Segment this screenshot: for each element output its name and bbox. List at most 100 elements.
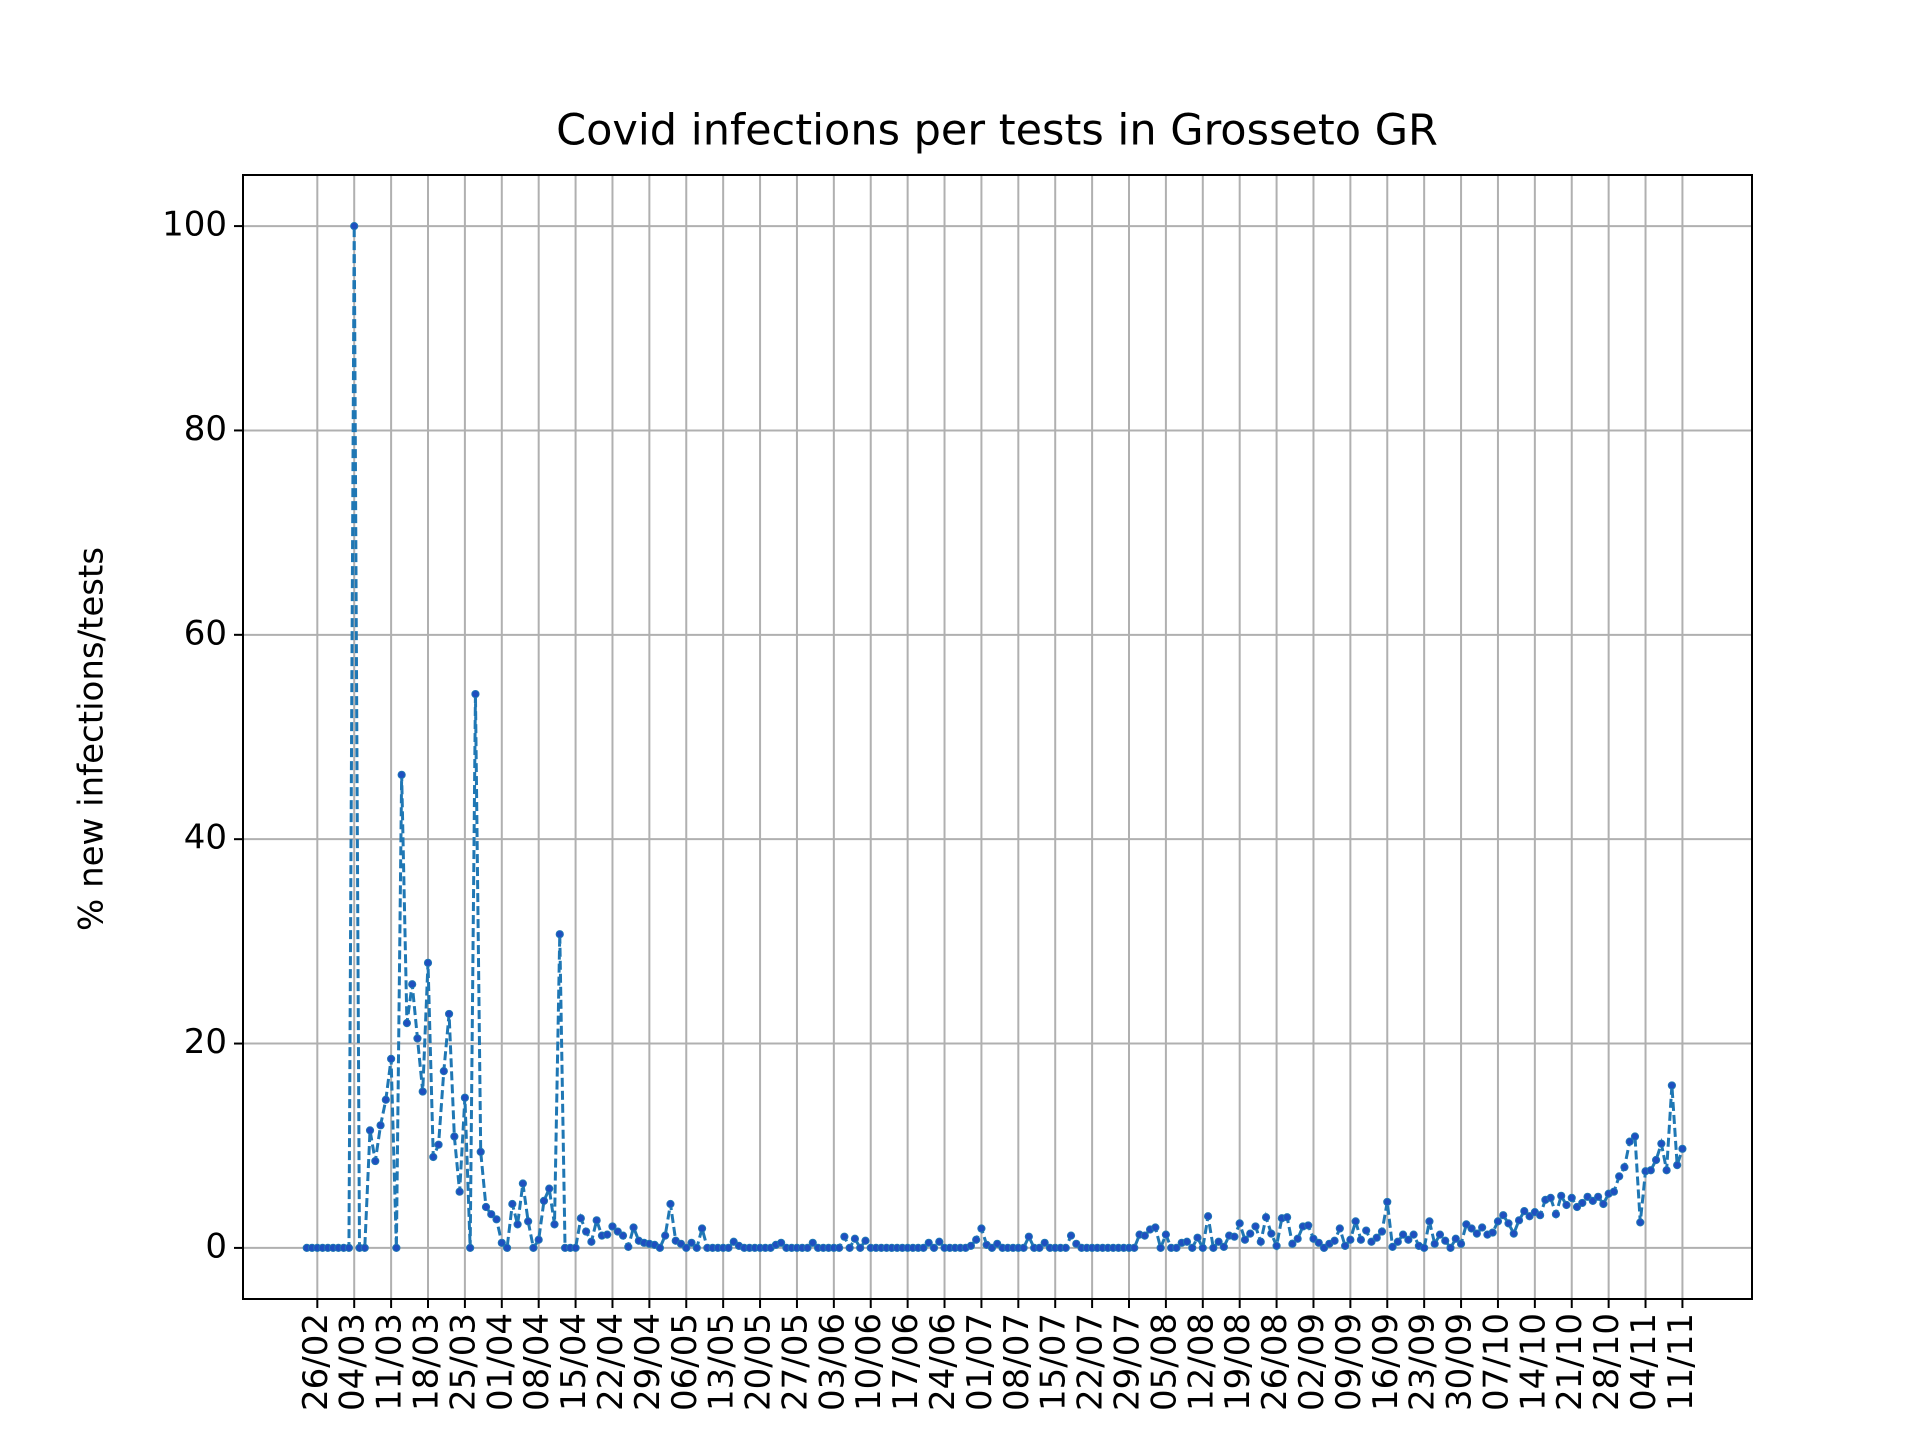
x-tick-label: 24/06 [923, 1313, 963, 1411]
data-point [661, 1231, 670, 1240]
data-point [1578, 1198, 1587, 1208]
x-tick-label: 02/09 [1292, 1313, 1332, 1411]
x-tick-label: 04/03 [333, 1313, 373, 1411]
data-point [471, 689, 480, 699]
data-point [655, 1243, 665, 1253]
chart-title: Covid infections per tests in Grosseto G… [556, 106, 1438, 156]
x-tick-label: 28/10 [1587, 1313, 1627, 1411]
data-point [777, 1238, 786, 1247]
data-point [413, 1034, 422, 1043]
data-point [1283, 1213, 1292, 1222]
x-tick-label: 07/10 [1476, 1313, 1516, 1411]
data-point [850, 1234, 860, 1243]
data-point [1304, 1221, 1313, 1230]
data-point [697, 1224, 707, 1233]
x-tick-label: 18/03 [407, 1313, 447, 1411]
data-point [1441, 1236, 1450, 1245]
x-tick-label: 12/08 [1181, 1313, 1221, 1411]
data-point [518, 1179, 527, 1188]
data-point [1462, 1220, 1471, 1229]
x-tick-label: 06/05 [665, 1313, 705, 1411]
data-point [1209, 1243, 1218, 1253]
data-point [1678, 1144, 1687, 1153]
data-point [1330, 1236, 1339, 1245]
data-point [1588, 1196, 1597, 1206]
data-point [682, 1243, 691, 1253]
x-tick-label: 26/02 [296, 1313, 336, 1411]
x-tick-label: 21/10 [1550, 1313, 1590, 1411]
data-point [1235, 1219, 1244, 1228]
data-point [608, 1222, 617, 1231]
data-point [1267, 1229, 1276, 1238]
x-tick-label: 25/03 [443, 1313, 483, 1411]
data-point [1372, 1233, 1381, 1242]
data-point [1425, 1217, 1434, 1226]
data-point [1525, 1212, 1534, 1221]
data-point [919, 1243, 928, 1253]
data-point [524, 1217, 533, 1226]
data-point [1404, 1235, 1413, 1244]
data-point [434, 1140, 443, 1149]
data-point [692, 1243, 701, 1253]
data-point [1451, 1234, 1460, 1243]
data-point [1351, 1217, 1360, 1226]
x-tick-label: 22/04 [591, 1313, 631, 1411]
data-point [1673, 1161, 1682, 1170]
data-point [1435, 1230, 1445, 1239]
data-point [1256, 1237, 1265, 1246]
data-point [1140, 1231, 1149, 1240]
data-point [1240, 1235, 1250, 1244]
data-point [1388, 1242, 1397, 1251]
data-point [539, 1196, 549, 1206]
data-point [1420, 1243, 1429, 1253]
data-point [1662, 1166, 1671, 1175]
data-point [1625, 1137, 1634, 1146]
data-point [592, 1216, 601, 1225]
data-point [856, 1243, 865, 1253]
x-tick-label: 08/07 [997, 1313, 1037, 1411]
data-point [808, 1238, 817, 1247]
data-point [1035, 1243, 1044, 1253]
data-point [1398, 1230, 1408, 1239]
data-point [629, 1223, 638, 1232]
data-point [429, 1152, 438, 1162]
x-tick-label: 11/11 [1661, 1313, 1701, 1411]
data-point [1024, 1232, 1033, 1241]
data-point [987, 1243, 997, 1253]
y-tick-label: 60 [184, 613, 227, 653]
data-point [513, 1220, 522, 1229]
data-point [845, 1243, 854, 1253]
data-point [1499, 1211, 1508, 1220]
data-point [1356, 1235, 1366, 1244]
data-point [624, 1242, 633, 1251]
data-point [344, 1243, 354, 1253]
data-point [1066, 1231, 1076, 1240]
data-point [439, 1067, 448, 1076]
data-point [1172, 1243, 1181, 1253]
x-tick-label: 15/07 [1034, 1313, 1074, 1411]
data-point [966, 1241, 975, 1250]
data-point [1393, 1237, 1402, 1246]
data-point [1341, 1241, 1350, 1250]
data-point [365, 1126, 375, 1135]
data-point [676, 1239, 686, 1248]
data-point [466, 1243, 475, 1253]
data-point [724, 1243, 733, 1253]
data-point [803, 1243, 812, 1253]
data-point [929, 1243, 939, 1253]
data-point [1472, 1229, 1481, 1238]
data-point [508, 1199, 517, 1209]
x-tick-label: 29/07 [1108, 1313, 1148, 1411]
data-point [1409, 1230, 1418, 1239]
data-point [835, 1243, 844, 1253]
data-point [1636, 1218, 1645, 1227]
data-point [1272, 1241, 1281, 1250]
data-point [1509, 1229, 1518, 1238]
x-tick-label: 04/11 [1624, 1313, 1664, 1411]
x-tick-label: 15/04 [554, 1313, 594, 1411]
data-point [492, 1215, 501, 1224]
data-point [481, 1202, 491, 1212]
data-point [1583, 1192, 1592, 1201]
data-point [1430, 1239, 1439, 1248]
